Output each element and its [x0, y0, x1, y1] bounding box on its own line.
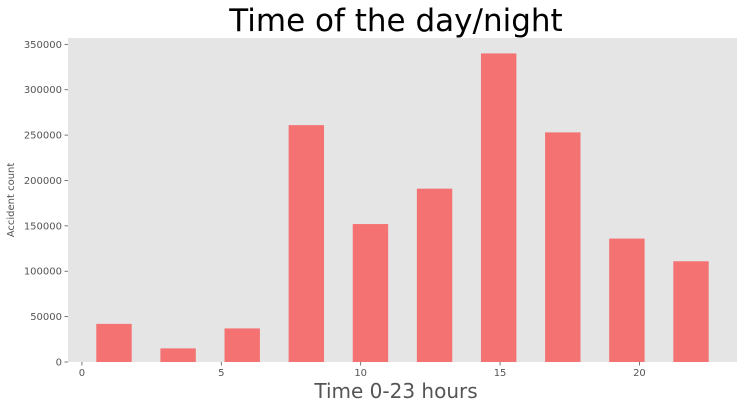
- y-tick-label-7: 350000: [24, 40, 62, 51]
- x-tick-label-1: 5: [218, 368, 224, 379]
- bar-6: [480, 53, 517, 363]
- bars-group: [96, 53, 709, 363]
- bar-4: [352, 224, 389, 362]
- chart-title: Time of the day/night: [228, 3, 562, 39]
- bar-0: [96, 323, 132, 362]
- y-tick-label-0: 0: [56, 358, 62, 369]
- x-tick-label-0: 0: [79, 368, 85, 379]
- x-tick-label-4: 20: [633, 368, 646, 379]
- x-axis: 0 5 10 15 20: [79, 362, 646, 379]
- bar-9: [673, 261, 709, 362]
- x-tick-label-2: 10: [354, 368, 367, 379]
- x-tick-label-3: 15: [494, 368, 507, 379]
- bar-8: [609, 238, 645, 362]
- y-tick-label-1: 50000: [30, 312, 62, 323]
- y-tick-label-3: 150000: [24, 221, 62, 232]
- y-tick-label-6: 300000: [24, 85, 62, 96]
- y-axis: 0 50000 100000 150000 200000 250000 300000 3500…: [24, 40, 68, 369]
- y-tick-label-4: 200000: [24, 176, 62, 187]
- bar-1: [160, 348, 196, 362]
- bar-5: [416, 188, 453, 362]
- y-axis-label: Accident count: [6, 163, 17, 238]
- bar-3: [288, 125, 325, 362]
- bar-2: [224, 328, 260, 362]
- bar-7: [545, 132, 581, 362]
- y-tick-label-2: 100000: [24, 267, 62, 278]
- x-axis-label: Time 0-23 hours: [313, 379, 477, 403]
- y-tick-label-5: 250000: [24, 131, 62, 142]
